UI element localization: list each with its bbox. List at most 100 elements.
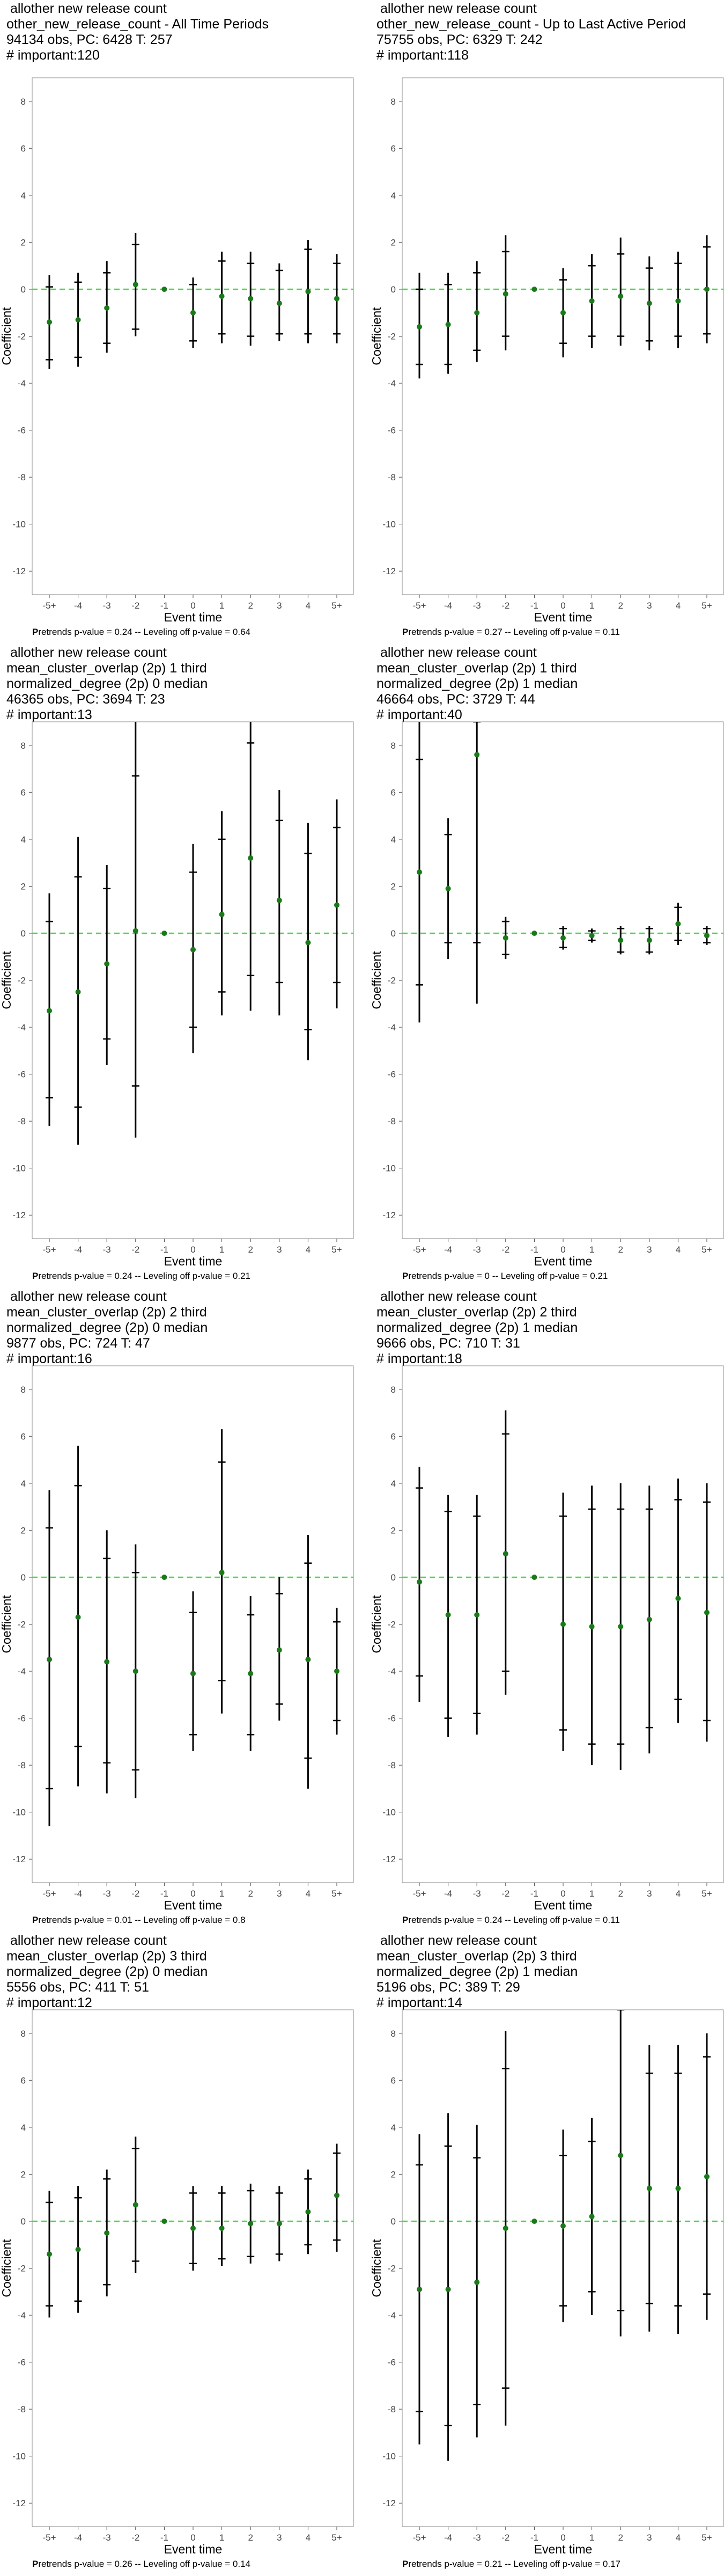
- x-tick-label: 0: [190, 601, 195, 611]
- x-tick-label: 3: [647, 2533, 652, 2543]
- estimate-point: [560, 935, 566, 941]
- y-tick-label: -12: [382, 1210, 396, 1220]
- y-axis-label: Coefficient: [0, 307, 13, 365]
- x-tick-label: 0: [560, 601, 565, 611]
- x-tick-label: 1: [219, 1889, 224, 1899]
- y-tick-label: -4: [18, 1666, 26, 1677]
- y-tick-label: 2: [21, 2169, 26, 2179]
- estimate-point: [219, 2226, 225, 2231]
- estimate-point: [104, 2230, 110, 2236]
- x-tick-label: -3: [473, 1245, 481, 1255]
- estimate-point: [190, 1671, 196, 1677]
- chart-title-line: # important:16: [6, 1351, 92, 1366]
- x-tick-label: 4: [676, 1245, 681, 1255]
- estimate-point: [646, 2185, 652, 2191]
- estimate-point: [474, 752, 480, 758]
- y-tick-label: 0: [391, 2216, 396, 2227]
- y-axis-label: Coefficient: [0, 2239, 13, 2297]
- y-tick-label: 6: [21, 1431, 26, 1441]
- x-tick-label: -4: [74, 601, 82, 611]
- y-tick-label: -6: [388, 1070, 396, 1080]
- y-tick-label: -6: [18, 1070, 26, 1080]
- chart-title-line: normalized_degree (2p) 1 median: [376, 1964, 578, 1979]
- estimate-point: [704, 286, 710, 292]
- y-axis-label: Coefficient: [370, 2239, 383, 2297]
- y-tick-label: 4: [21, 1479, 26, 1489]
- x-tick-label: 5+: [701, 1889, 712, 1899]
- y-tick-label: 4: [391, 191, 396, 201]
- x-tick-label: 5+: [701, 1245, 712, 1255]
- x-tick-label: -5+: [412, 1245, 426, 1255]
- estimate-point: [132, 2202, 138, 2208]
- y-axis-label: Coefficient: [0, 1595, 13, 1653]
- estimate-point: [560, 2223, 566, 2229]
- x-tick-label: -4: [444, 601, 452, 611]
- pvalue-footnote: Pretrends p-value = 0.24 -- Leveling off…: [32, 627, 250, 638]
- x-tick-label: 0: [560, 1245, 565, 1255]
- y-tick-label: -6: [18, 2358, 26, 2368]
- y-tick-label: 4: [391, 835, 396, 845]
- pvalue-footnote: Pretrends p-value = 0.01 -- Leveling off…: [32, 1915, 246, 1926]
- x-tick-label: -2: [501, 1245, 509, 1255]
- estimate-point: [704, 2174, 710, 2179]
- series-group: [416, 1410, 711, 1770]
- estimate-point: [75, 1614, 81, 1620]
- estimate-point: [248, 1671, 254, 1677]
- y-tick-label: 8: [391, 2029, 396, 2039]
- x-tick-label: 2: [248, 2533, 253, 2543]
- estimate-point: [161, 930, 167, 936]
- chart-title-line: allother new release count: [6, 1289, 167, 1304]
- y-tick-label: -12: [12, 2498, 26, 2508]
- estimate-point: [161, 1574, 167, 1580]
- x-tick-label: 3: [647, 1889, 652, 1899]
- y-tick-label: -8: [18, 1760, 26, 1770]
- x-tick-label: 1: [589, 1245, 594, 1255]
- chart-title-line: mean_cluster_overlap (2p) 3 third: [376, 1949, 577, 1964]
- estimate-point: [589, 1623, 595, 1629]
- x-axis-label: Event time: [534, 2542, 593, 2555]
- y-tick-label: 8: [391, 97, 396, 107]
- x-tick-label: 0: [190, 1889, 195, 1899]
- y-tick-label: -4: [388, 378, 396, 389]
- y-tick-label: 4: [21, 835, 26, 845]
- y-tick-label: -10: [12, 1807, 26, 1818]
- y-tick-label: -10: [382, 1807, 396, 1818]
- pvalue-footnote: Pretrends p-value = 0.26 -- Leveling off…: [32, 2559, 250, 2570]
- chart-title-line: other_new_release_count - All Time Perio…: [6, 17, 269, 32]
- y-tick-label: -6: [18, 426, 26, 436]
- x-tick-label: 2: [618, 1245, 623, 1255]
- y-tick-label: 8: [21, 1385, 26, 1395]
- chart-title-line: normalized_degree (2p) 1 median: [376, 1320, 578, 1335]
- x-tick-label: -2: [131, 2533, 139, 2543]
- chart-title-line: allother new release count: [6, 1, 167, 16]
- estimate-point: [646, 938, 652, 943]
- estimate-point: [305, 1657, 311, 1663]
- footnote-prefix: P: [32, 1915, 39, 1925]
- x-tick-label: -1: [160, 601, 168, 611]
- x-tick-label: -5+: [412, 601, 426, 611]
- x-tick-label: -5+: [42, 601, 56, 611]
- x-tick-label: -1: [160, 2533, 168, 2543]
- x-tick-label: -3: [103, 1889, 111, 1899]
- estimate-point: [445, 2286, 451, 2292]
- x-tick-label: -3: [103, 1245, 111, 1255]
- footnote-prefix: P: [32, 627, 39, 637]
- y-tick-label: 4: [391, 2123, 396, 2133]
- estimate-point: [104, 961, 110, 967]
- estimate-point: [474, 1612, 480, 1618]
- y-tick-label: -12: [12, 1854, 26, 1864]
- estimate-point: [618, 2153, 624, 2158]
- y-tick-label: 0: [21, 928, 26, 939]
- y-tick-label: 4: [21, 191, 26, 201]
- chart-title: allother new release count mean_cluster_o…: [6, 1289, 208, 1367]
- estimate-point: [531, 930, 537, 936]
- pvalue-footnote: Pretrends p-value = 0.24 -- Leveling off…: [32, 1271, 250, 1282]
- estimate-point: [417, 1579, 422, 1585]
- x-axis-label: Event time: [534, 610, 593, 623]
- y-tick-label: 8: [21, 97, 26, 107]
- estimate-point: [531, 1574, 537, 1580]
